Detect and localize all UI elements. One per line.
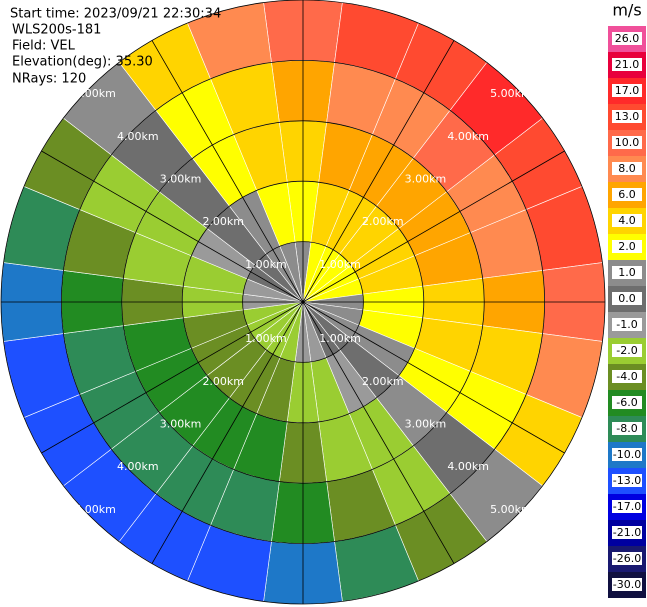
- spoke: [41, 301, 304, 454]
- spoke: [302, 301, 455, 564]
- colorbar-label: -1.0: [616, 318, 637, 331]
- range-ring: [0, 0, 606, 605]
- colorbar-label-bg: [612, 578, 642, 591]
- spoke: [302, 301, 565, 454]
- colorbar-label-bg: [612, 500, 642, 513]
- colorbar-label: -21.0: [613, 526, 641, 539]
- range-label: 2.00km: [202, 375, 244, 388]
- colorbar-label-bg: [612, 526, 642, 539]
- range-label: 4.00km: [447, 130, 489, 143]
- colorbar-label-bg: [612, 214, 642, 227]
- range-ring: [60, 59, 546, 545]
- colorbar-label-bg: [612, 188, 642, 201]
- colorbar-label-bg: [612, 32, 642, 45]
- range-label: 1.00km: [245, 332, 287, 345]
- colorbar-label: 21.0: [615, 58, 640, 71]
- range-label: 5.00km: [74, 87, 116, 100]
- colorbar-label: -2.0: [616, 344, 637, 357]
- range-label: 2.00km: [362, 375, 404, 388]
- range-label: 1.00km: [319, 332, 361, 345]
- range-ring: [121, 120, 485, 484]
- colorbar-label-bg: [612, 344, 642, 357]
- spoke: [151, 40, 304, 303]
- colorbar-label-bg: [612, 162, 642, 175]
- colorbar-label-bg: [612, 266, 642, 279]
- colorbar-label-bg: [612, 552, 642, 565]
- colorbar-label: -4.0: [616, 370, 637, 383]
- colorbar-label: -10.0: [613, 448, 641, 461]
- colorbar-label: 1.0: [618, 266, 636, 279]
- nrays: NRays: 120: [12, 72, 86, 87]
- colorbar-label-bg: [612, 448, 642, 461]
- range-label: 3.00km: [160, 417, 202, 430]
- range-label: 3.00km: [160, 173, 202, 186]
- colorbar-label: 0.0: [618, 292, 636, 305]
- range-label: 5.00km: [490, 87, 532, 100]
- spoke: [41, 150, 304, 303]
- colorbar-label-bg: [612, 292, 642, 305]
- range-label: 5.00km: [74, 503, 116, 516]
- colorbar-label: 4.0: [618, 214, 636, 227]
- colorbar-label: -17.0: [613, 500, 641, 513]
- colorbar-label-bg: [612, 136, 642, 149]
- colorbar-label-bg: [612, 110, 642, 123]
- colorbar-label-bg: [612, 58, 642, 71]
- range-ring: [181, 180, 425, 424]
- range-label: 2.00km: [362, 215, 404, 228]
- range-label: 4.00km: [447, 460, 489, 473]
- colorbar-label-bg: [612, 370, 642, 383]
- colorbar-label: -30.0: [613, 578, 641, 591]
- range-label: 4.00km: [117, 130, 159, 143]
- colorbar-label-bg: [612, 474, 642, 487]
- range-label: 4.00km: [117, 460, 159, 473]
- range-label: 1.00km: [319, 258, 361, 271]
- range-label: 5.00km: [490, 503, 532, 516]
- range-label: 3.00km: [405, 173, 447, 186]
- spoke: [302, 40, 455, 303]
- range-label: 2.00km: [202, 215, 244, 228]
- range-label: 3.00km: [405, 417, 447, 430]
- colorbar-label: 6.0: [618, 188, 636, 201]
- start-time: Start time: 2023/09/21 22:30:34: [10, 7, 221, 22]
- colorbar-label-bg: [612, 396, 642, 409]
- field: Field: VEL: [12, 39, 76, 54]
- colorbar-label: -13.0: [613, 474, 641, 487]
- colorbar-label-bg: [612, 84, 642, 97]
- colorbar-label: -26.0: [613, 552, 641, 565]
- colorbar-label-bg: [612, 240, 642, 253]
- colorbar-label-bg: [612, 318, 642, 331]
- colorbar-label: 8.0: [618, 162, 636, 175]
- range-label: 1.00km: [245, 258, 287, 271]
- colorbar-label: 2.0: [618, 240, 636, 253]
- elevation: Elevation(deg): 35.30: [12, 55, 153, 70]
- spoke: [302, 150, 565, 303]
- colorbar-label-bg: [612, 422, 642, 435]
- range-ring: [242, 241, 364, 363]
- colorbar-label: 10.0: [615, 136, 640, 149]
- colorbar-label: 26.0: [615, 32, 640, 45]
- colorbar-label: 13.0: [615, 110, 640, 123]
- colorbar-unit: m/s: [612, 1, 641, 20]
- colorbar-label: 17.0: [615, 84, 640, 97]
- colorbar-label: -6.0: [616, 396, 637, 409]
- instrument: WLS200s-181: [12, 23, 101, 38]
- spoke: [151, 301, 304, 564]
- colorbar-label: -8.0: [616, 422, 637, 435]
